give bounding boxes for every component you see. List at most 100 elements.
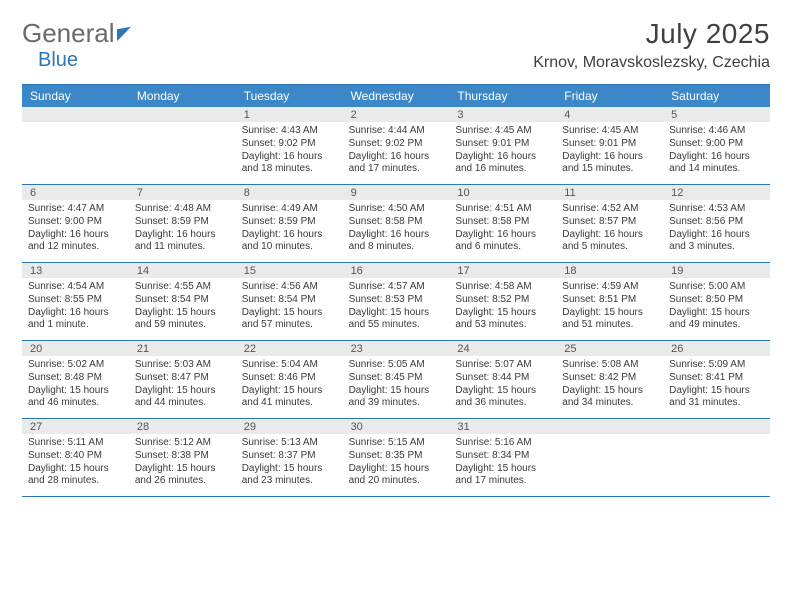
date-number: 16: [343, 263, 450, 278]
day-cell: [129, 122, 236, 184]
daylight-text: Daylight: 16 hours and 12 minutes.: [28, 229, 109, 253]
daylight-text: Daylight: 15 hours and 36 minutes.: [455, 385, 536, 409]
daylight-text: Daylight: 15 hours and 17 minutes.: [455, 463, 536, 487]
sunset-text: Sunset: 8:45 PM: [349, 372, 423, 383]
sunrise-text: Sunrise: 4:49 AM: [242, 203, 318, 214]
sunset-text: Sunset: 8:59 PM: [135, 216, 209, 227]
daylight-text: Daylight: 15 hours and 31 minutes.: [669, 385, 750, 409]
location-label: Krnov, Moravskoslezsky, Czechia: [533, 54, 770, 72]
day-cell: Sunrise: 4:46 AMSunset: 9:00 PMDaylight:…: [663, 122, 770, 184]
sunrise-text: Sunrise: 5:16 AM: [455, 437, 531, 448]
day-cell: Sunrise: 4:43 AMSunset: 9:02 PMDaylight:…: [236, 122, 343, 184]
daylight-text: Daylight: 15 hours and 39 minutes.: [349, 385, 430, 409]
date-number: 22: [236, 341, 343, 356]
daylight-text: Daylight: 16 hours and 8 minutes.: [349, 229, 430, 253]
sunrise-text: Sunrise: 4:43 AM: [242, 125, 318, 136]
daylight-text: Daylight: 15 hours and 53 minutes.: [455, 307, 536, 331]
sunset-text: Sunset: 8:41 PM: [669, 372, 743, 383]
sunrise-text: Sunrise: 4:56 AM: [242, 281, 318, 292]
day-cell: Sunrise: 4:56 AM Sunset: 8:54 PM Daylight:…: [236, 278, 343, 340]
daylight-text: Daylight: 15 hours and 34 minutes.: [562, 385, 643, 409]
day-cell: Sunrise: 5:13 AMSunset: 8:37 PMDaylight:…: [236, 434, 343, 496]
sunrise-text: Sunrise: 5:00 AM: [669, 281, 745, 292]
sunset-text: Sunset: 8:57 PM: [562, 216, 636, 227]
date-number: 30: [343, 419, 450, 434]
day-header-row: Sunday Monday Tuesday Wednesday Thursday…: [22, 85, 770, 107]
date-number: 9: [343, 185, 450, 200]
day-cell: Sunrise: 4:55 AMSunset: 8:54 PMDaylight:…: [129, 278, 236, 340]
sunrise-text: Sunrise: 4:59 AM: [562, 281, 638, 292]
sunset-text: Sunset: 8:58 PM: [349, 216, 423, 227]
day-header: Wednesday: [343, 85, 450, 107]
week-row: Sunrise: 4:47 AMSunset: 9:00 PMDaylight:…: [22, 200, 770, 263]
sunrise-text: Sunrise: 5:04 AM: [242, 359, 318, 370]
sunrise-text: Sunrise: 4:53 AM: [669, 203, 745, 214]
week-row: Sunrise: 5:11 AMSunset: 8:40 PMDaylight:…: [22, 434, 770, 497]
day-cell: Sunrise: 5:11 AMSunset: 8:40 PMDaylight:…: [22, 434, 129, 496]
date-number: 27: [22, 419, 129, 434]
sunrise-text: Sunrise: 5:12 AM: [135, 437, 211, 448]
sunset-text: Sunset: 8:54 PM: [242, 294, 316, 305]
day-cell: Sunrise: 5:16 AM Sunset: 8:34 PM Daylight:…: [449, 434, 556, 496]
day-cell: Sunrise: 4:44 AMSunset: 9:02 PMDaylight:…: [343, 122, 450, 184]
day-cell: Sunrise: 4:59 AMSunset: 8:51 PMDaylight:…: [556, 278, 663, 340]
date-number: 26: [663, 341, 770, 356]
daylight-text: Daylight: 16 hours and 18 minutes.: [242, 151, 323, 175]
daylight-text: Daylight: 16 hours and 15 minutes.: [562, 151, 643, 175]
sunset-text: Sunset: 8:55 PM: [28, 294, 102, 305]
daylight-text: Daylight: 16 hours and 10 minutes.: [242, 229, 323, 253]
week-row: Sunrise: 4:54 AMSunset: 8:55 PMDaylight:…: [22, 278, 770, 341]
date-number: 13: [22, 263, 129, 278]
sunset-text: Sunset: 8:38 PM: [135, 450, 209, 461]
daylight-text: Daylight: 15 hours and 46 minutes.: [28, 385, 109, 409]
date-number: 17: [449, 263, 556, 278]
sunset-text: Sunset: 8:50 PM: [669, 294, 743, 305]
day-header: Friday: [556, 85, 663, 107]
daylight-text: Daylight: 15 hours and 51 minutes.: [562, 307, 643, 331]
daylight-text: Daylight: 15 hours and 57 minutes.: [242, 307, 323, 331]
date-number: 23: [343, 341, 450, 356]
day-cell: Sunrise: 4:53 AMSunset: 8:56 PMDaylight:…: [663, 200, 770, 262]
day-header: Monday: [129, 85, 236, 107]
sunset-text: Sunset: 8:37 PM: [242, 450, 316, 461]
sunset-text: Sunset: 8:53 PM: [349, 294, 423, 305]
date-number-row: 6 7 8 9 10 11 12: [22, 185, 770, 200]
date-number: [663, 419, 770, 434]
sunrise-text: Sunrise: 5:02 AM: [28, 359, 104, 370]
day-cell: Sunrise: 4:47 AMSunset: 9:00 PMDaylight:…: [22, 200, 129, 262]
day-cell: Sunrise: 4:45 AMSunset: 9:01 PMDaylight:…: [556, 122, 663, 184]
day-cell: [663, 434, 770, 496]
date-number: 31: [449, 419, 556, 434]
sunset-text: Sunset: 8:56 PM: [669, 216, 743, 227]
sunrise-text: Sunrise: 4:45 AM: [562, 125, 638, 136]
daylight-text: Daylight: 15 hours and 23 minutes.: [242, 463, 323, 487]
date-number: 15: [236, 263, 343, 278]
daylight-text: Daylight: 15 hours and 20 minutes.: [349, 463, 430, 487]
sunset-text: Sunset: 8:46 PM: [242, 372, 316, 383]
sunset-text: Sunset: 9:00 PM: [669, 138, 743, 149]
sunset-text: Sunset: 8:42 PM: [562, 372, 636, 383]
daylight-text: Daylight: 15 hours and 59 minutes.: [135, 307, 216, 331]
sunrise-text: Sunrise: 5:15 AM: [349, 437, 425, 448]
date-number: 11: [556, 185, 663, 200]
date-number: 8: [236, 185, 343, 200]
sunrise-text: Sunrise: 4:51 AM: [455, 203, 531, 214]
day-cell: Sunrise: 4:51 AMSunset: 8:58 PMDaylight:…: [449, 200, 556, 262]
sunset-text: Sunset: 8:54 PM: [135, 294, 209, 305]
date-number-row: 20 21 22 23 24 25 26: [22, 341, 770, 356]
header: General Blue July 2025 Krnov, Moravskosl…: [22, 18, 770, 72]
sunset-text: Sunset: 8:44 PM: [455, 372, 529, 383]
sunrise-text: Sunrise: 4:44 AM: [349, 125, 425, 136]
daylight-text: Daylight: 16 hours and 17 minutes.: [349, 151, 430, 175]
sunrise-text: Sunrise: 4:50 AM: [349, 203, 425, 214]
date-number: 21: [129, 341, 236, 356]
sunrise-text: Sunrise: 4:58 AM: [455, 281, 531, 292]
day-cell: Sunrise: 4:54 AMSunset: 8:55 PMDaylight:…: [22, 278, 129, 340]
sunset-text: Sunset: 9:01 PM: [455, 138, 529, 149]
day-header: Tuesday: [236, 85, 343, 107]
date-number-row: 27 28 29 30 31: [22, 419, 770, 434]
sunrise-text: Sunrise: 4:52 AM: [562, 203, 638, 214]
sunset-text: Sunset: 8:34 PM: [455, 450, 529, 461]
sunset-text: Sunset: 8:52 PM: [455, 294, 529, 305]
day-cell: Sunrise: 5:03 AMSunset: 8:47 PMDaylight:…: [129, 356, 236, 418]
